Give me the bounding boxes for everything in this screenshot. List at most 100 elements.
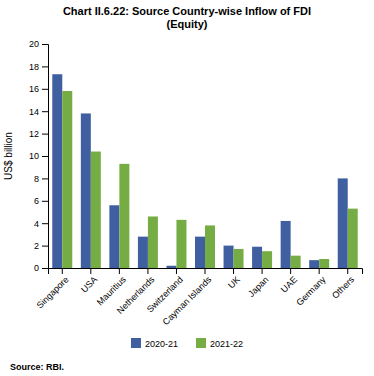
bar <box>338 178 348 268</box>
tick-mark <box>62 268 63 274</box>
tick-label: 8 <box>34 174 39 184</box>
tick-label: 10 <box>29 151 39 161</box>
tick-label: 18 <box>29 62 39 72</box>
title-line: (Equity) <box>167 18 208 30</box>
tick-mark <box>42 66 48 67</box>
bar <box>148 216 158 268</box>
tick-mark <box>262 268 263 274</box>
title-line: Chart II.6.22: Source Country-wise Inflo… <box>63 5 311 17</box>
series <box>62 91 357 268</box>
bars <box>52 74 357 268</box>
y-axis-title: US$ billion <box>3 132 14 180</box>
bar <box>224 246 234 268</box>
x-tick: Japan <box>246 268 270 299</box>
y-axis: 0 2 4 6 8 10 12 14 16 18 20 <box>29 39 49 273</box>
x-tick: Cayman Islands <box>161 268 214 327</box>
bar <box>91 152 101 268</box>
bar <box>234 249 244 268</box>
x-tick: UK <box>226 268 242 290</box>
bar <box>166 266 176 268</box>
tick-label: 14 <box>29 107 39 117</box>
legend-label: 2021-22 <box>210 339 243 349</box>
x-tick: Singapore <box>35 268 71 311</box>
bar <box>109 205 119 268</box>
tick-label: Cayman Islands <box>161 274 214 327</box>
plot: 02468101214161820SingaporeUSAMauritiusNe… <box>29 39 363 327</box>
bar <box>348 209 358 268</box>
bar <box>262 251 272 268</box>
y-tick: 14 <box>29 107 48 117</box>
tick-mark <box>42 156 48 157</box>
tick-mark <box>347 268 348 274</box>
tick-label: 0 <box>34 263 39 273</box>
y-tick: 16 <box>29 84 48 94</box>
bar <box>138 237 148 268</box>
y-tick: 20 <box>29 39 48 49</box>
bar <box>281 221 291 268</box>
tick-mark <box>176 268 177 274</box>
tick-mark <box>42 268 48 269</box>
tick-label: UK <box>226 274 242 290</box>
y-tick: 10 <box>29 151 48 161</box>
tick-label: 2 <box>34 241 39 251</box>
y-tick: 0 <box>34 263 48 273</box>
series <box>52 74 347 268</box>
tick-label: 20 <box>29 39 39 49</box>
y-tick: 2 <box>34 241 48 251</box>
tick-mark <box>290 268 291 274</box>
tick-label: 4 <box>34 219 39 229</box>
bar <box>309 260 319 268</box>
legend-item: 2020-21 <box>131 338 178 349</box>
tick-label: Germany <box>294 274 328 308</box>
tick-mark <box>42 89 48 90</box>
tick-label: USA <box>79 274 99 294</box>
tick-label: Singapore <box>35 274 71 310</box>
legend-label: 2020-21 <box>145 339 178 349</box>
tick-mark <box>42 178 48 179</box>
y-tick: 6 <box>34 196 48 206</box>
legend-item: 2021-22 <box>196 338 243 349</box>
tick-label: 16 <box>29 84 39 94</box>
bar <box>195 237 205 268</box>
axis-line <box>42 45 49 269</box>
tick-mark <box>42 44 48 45</box>
tick-label: UAE <box>279 274 299 294</box>
x-tick: Germany <box>294 268 328 308</box>
bar <box>176 220 186 268</box>
tick-mark <box>42 246 48 247</box>
annotation: Source: RBI. <box>10 362 64 372</box>
y-tick: 18 <box>29 62 48 72</box>
bar <box>252 247 262 268</box>
bar <box>81 113 91 268</box>
tick-mark <box>233 268 234 274</box>
bar <box>119 164 129 268</box>
legend-swatch <box>131 338 141 348</box>
tick-mark <box>42 134 48 135</box>
bar <box>52 74 62 268</box>
axis-line <box>49 269 363 275</box>
tick-label: 6 <box>34 196 39 206</box>
tick-mark <box>147 268 148 274</box>
legend-swatch <box>196 338 206 348</box>
tick-mark <box>90 268 91 274</box>
bar <box>319 259 329 268</box>
bar <box>205 225 215 268</box>
legend: 2020-21 2021-22 <box>131 338 243 349</box>
bar <box>291 256 301 268</box>
tick-label: Japan <box>246 274 270 298</box>
x-tick: Others <box>330 268 357 301</box>
x-axis: SingaporeUSAMauritiusNetherlandsSwitzerl… <box>35 268 363 327</box>
x-tick: USA <box>79 268 99 295</box>
tick-mark <box>42 111 48 112</box>
tick-mark <box>205 268 206 274</box>
y-tick: 8 <box>34 174 48 184</box>
tick-mark <box>119 268 120 274</box>
tick-label: Others <box>330 274 357 301</box>
tick-mark <box>42 201 48 202</box>
bar <box>62 91 72 268</box>
tick-mark <box>42 223 48 224</box>
title: Chart II.6.22: Source Country-wise Inflo… <box>63 5 311 30</box>
chart: Chart II.6.22: Source Country-wise Inflo… <box>0 0 374 376</box>
x-tick: UAE <box>279 268 299 295</box>
tick-label: 12 <box>29 129 39 139</box>
